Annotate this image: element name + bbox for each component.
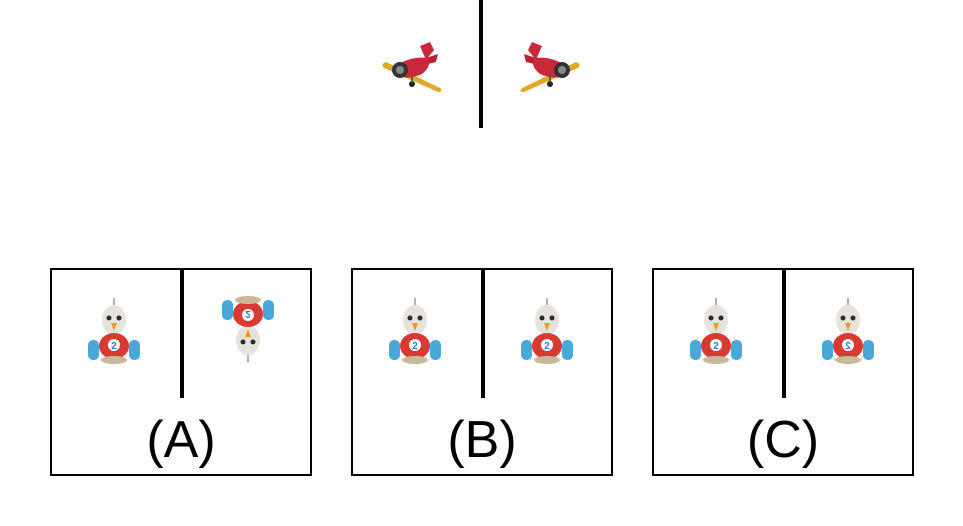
option-a-divider	[180, 270, 184, 398]
airplane-icon	[380, 40, 444, 96]
option-c[interactable]: (C)	[652, 268, 914, 476]
toy-car-icon-upside-down	[220, 288, 276, 372]
prompt-divider	[479, 0, 483, 128]
option-b-divider	[481, 270, 485, 398]
option-b-label: (B)	[447, 411, 517, 469]
toy-car-icon	[86, 296, 142, 366]
option-c-label: (C)	[746, 411, 820, 469]
option-b[interactable]: (B)	[351, 268, 613, 476]
toy-car-icon	[387, 296, 443, 366]
toy-car-icon-mirrored	[820, 296, 876, 366]
airplane-icon-mirrored	[518, 40, 582, 96]
option-c-divider	[782, 270, 786, 398]
option-a-label: (A)	[146, 411, 216, 469]
toy-car-icon	[688, 296, 744, 366]
toy-car-icon	[519, 296, 575, 366]
option-a[interactable]: (A)	[50, 268, 312, 476]
